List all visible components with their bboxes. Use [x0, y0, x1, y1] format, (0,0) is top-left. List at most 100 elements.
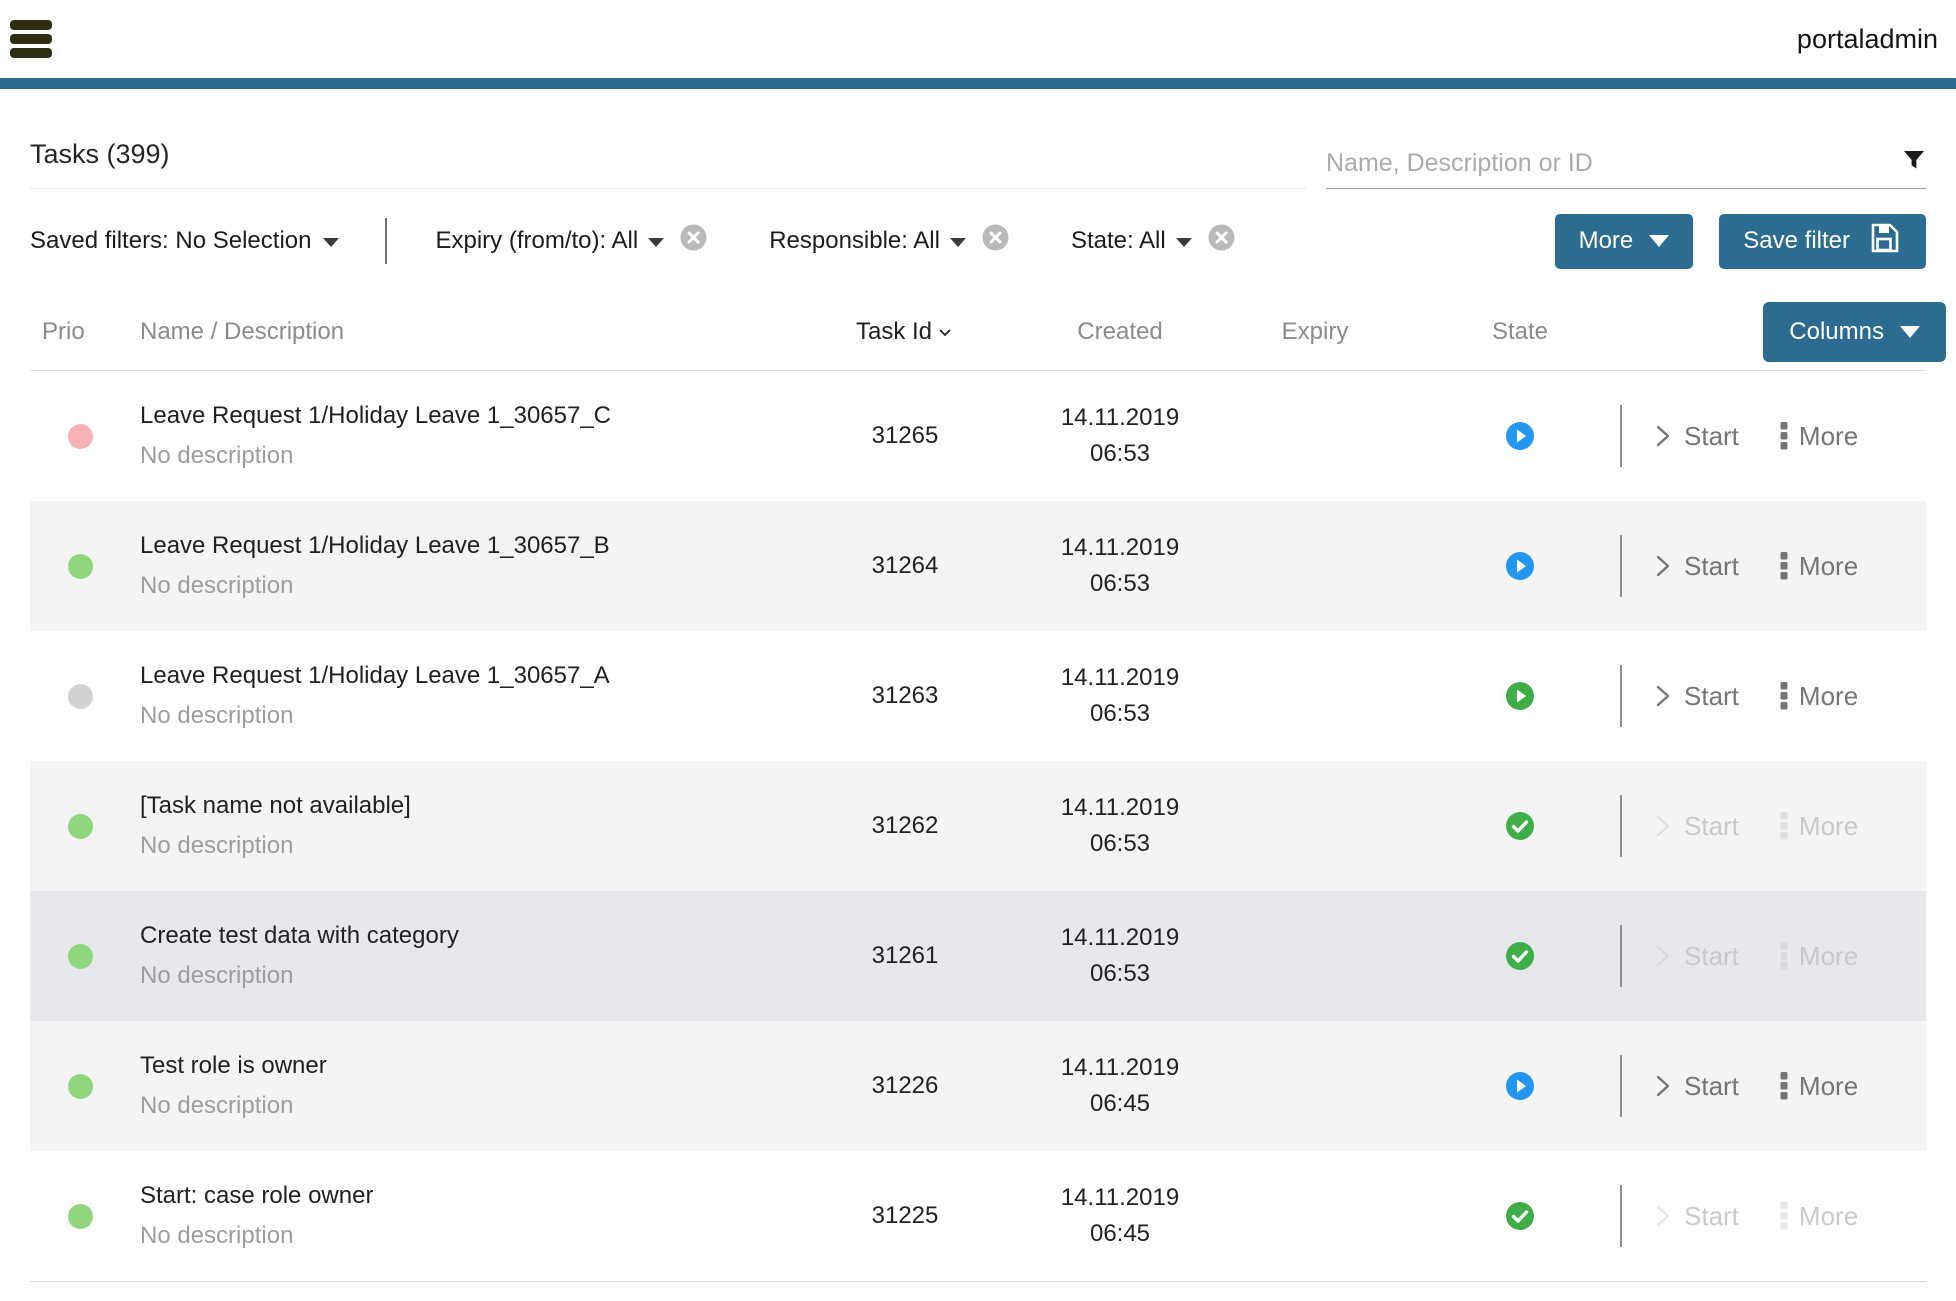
chevron-right-icon: [1652, 683, 1674, 709]
start-task-button[interactable]: Start: [1652, 1071, 1739, 1102]
actions-divider: [1620, 665, 1622, 727]
state-done-icon: [1505, 811, 1535, 841]
task-name: Leave Request 1/Holiday Leave 1_30657_C: [140, 402, 780, 430]
created-time: 06:53: [1030, 570, 1210, 598]
table-header-row: Prio Name / Description Task Id Created …: [30, 293, 1926, 371]
actions-divider: [1620, 795, 1622, 857]
responsible-filter-dropdown[interactable]: Responsible: All: [769, 224, 1009, 258]
clear-filter-icon[interactable]: [982, 224, 1009, 258]
more-actions-button[interactable]: More: [1779, 420, 1858, 452]
created-date: 14.11.2019: [1030, 664, 1210, 692]
actions-divider: [1620, 1055, 1622, 1117]
task-id: 31226: [780, 1072, 1030, 1100]
kebab-menu-icon: [1779, 940, 1789, 972]
table-row[interactable]: Start: case role owner No description 31…: [30, 1151, 1926, 1281]
task-name: Leave Request 1/Holiday Leave 1_30657_A: [140, 662, 780, 690]
priority-dot: [68, 1204, 93, 1229]
chevron-right-icon: [1652, 423, 1674, 449]
table-row[interactable]: [Task name not available] No description…: [30, 761, 1926, 891]
more-actions-button: More: [1779, 940, 1858, 972]
chevron-right-icon: [1652, 943, 1674, 969]
save-filter-button[interactable]: Save filter: [1719, 214, 1926, 269]
state-in-progress-icon: [1505, 681, 1535, 711]
priority-dot: [68, 944, 93, 969]
created-time: 06:45: [1030, 1220, 1210, 1248]
task-name: Create test data with category: [140, 922, 780, 950]
priority-dot: [68, 684, 93, 709]
more-actions-button[interactable]: More: [1779, 1070, 1858, 1102]
state-in-progress-icon: [1505, 421, 1535, 451]
filter-funnel-icon[interactable]: [1902, 149, 1926, 178]
chevron-down-icon: [1649, 235, 1669, 247]
actions-divider: [1620, 925, 1622, 987]
start-task-button[interactable]: Start: [1652, 551, 1739, 582]
column-header-prio: Prio: [30, 318, 130, 346]
start-task-button[interactable]: Start: [1652, 421, 1739, 452]
table-row[interactable]: Create test data with category No descri…: [30, 891, 1926, 1021]
chevron-down-icon: [1176, 238, 1192, 247]
kebab-menu-icon: [1779, 810, 1789, 842]
columns-button[interactable]: Columns: [1763, 302, 1946, 362]
task-id: 31262: [780, 812, 1030, 840]
start-task-button: Start: [1652, 1201, 1739, 1232]
task-description: No description: [140, 1092, 780, 1120]
column-header-created[interactable]: Created: [1030, 318, 1210, 346]
task-description: No description: [140, 442, 780, 470]
page-title: Tasks (399): [30, 139, 1306, 170]
clear-filter-icon[interactable]: [1208, 224, 1235, 258]
chevron-down-icon: [648, 238, 664, 247]
expiry-filter-dropdown[interactable]: Expiry (from/to): All: [435, 224, 707, 258]
kebab-menu-icon: [1779, 1200, 1789, 1232]
kebab-menu-icon: [1779, 1070, 1789, 1102]
hamburger-menu-icon[interactable]: [10, 17, 56, 61]
task-name: Test role is owner: [140, 1052, 780, 1080]
state-done-icon: [1505, 941, 1535, 971]
table-row[interactable]: Leave Request 1/Holiday Leave 1_30657_B …: [30, 501, 1926, 631]
state-done-icon: [1505, 1201, 1535, 1231]
state-in-progress-icon: [1505, 1071, 1535, 1101]
actions-divider: [1620, 535, 1622, 597]
table-row[interactable]: Test role is owner No description 31226 …: [30, 1021, 1926, 1151]
column-header-name: Name / Description: [130, 318, 780, 346]
created-date: 14.11.2019: [1030, 794, 1210, 822]
priority-dot: [68, 424, 93, 449]
priority-dot: [68, 554, 93, 579]
search-input[interactable]: [1326, 149, 1892, 178]
column-header-state[interactable]: State: [1420, 318, 1620, 346]
more-actions-button[interactable]: More: [1779, 550, 1858, 582]
chevron-right-icon: [1652, 1073, 1674, 1099]
column-header-task-id[interactable]: Task Id: [780, 318, 1030, 346]
search-box: [1326, 149, 1926, 189]
more-actions-button: More: [1779, 1200, 1858, 1232]
start-task-button: Start: [1652, 811, 1739, 842]
task-id: 31264: [780, 552, 1030, 580]
logged-in-username: portaladmin: [1797, 24, 1946, 55]
table-row[interactable]: Leave Request 1/Holiday Leave 1_30657_C …: [30, 371, 1926, 501]
more-filters-button[interactable]: More: [1555, 214, 1694, 269]
created-date: 14.11.2019: [1030, 1184, 1210, 1212]
table-body: Leave Request 1/Holiday Leave 1_30657_C …: [30, 371, 1926, 1281]
created-time: 06:53: [1030, 960, 1210, 988]
filter-row: Saved filters: No Selection Expiry (from…: [30, 189, 1926, 293]
tasks-table: Prio Name / Description Task Id Created …: [30, 293, 1926, 1282]
task-id: 31265: [780, 422, 1030, 450]
created-date: 14.11.2019: [1030, 404, 1210, 432]
priority-dot: [68, 1074, 93, 1099]
created-date: 14.11.2019: [1030, 1054, 1210, 1082]
state-filter-dropdown[interactable]: State: All: [1071, 224, 1235, 258]
start-task-button: Start: [1652, 941, 1739, 972]
task-id: 31225: [780, 1202, 1030, 1230]
task-id: 31263: [780, 682, 1030, 710]
start-task-button[interactable]: Start: [1652, 681, 1739, 712]
column-header-expiry[interactable]: Expiry: [1210, 318, 1420, 346]
table-row[interactable]: Leave Request 1/Holiday Leave 1_30657_A …: [30, 631, 1926, 761]
top-bar: portaladmin: [0, 0, 1956, 78]
chevron-down-icon: [323, 238, 339, 247]
task-description: No description: [140, 572, 780, 600]
clear-filter-icon[interactable]: [680, 224, 707, 258]
priority-dot: [68, 814, 93, 839]
chevron-down-icon: [1900, 326, 1920, 338]
task-name: [Task name not available]: [140, 792, 780, 820]
saved-filters-dropdown[interactable]: Saved filters: No Selection: [30, 227, 339, 255]
more-actions-button[interactable]: More: [1779, 680, 1858, 712]
